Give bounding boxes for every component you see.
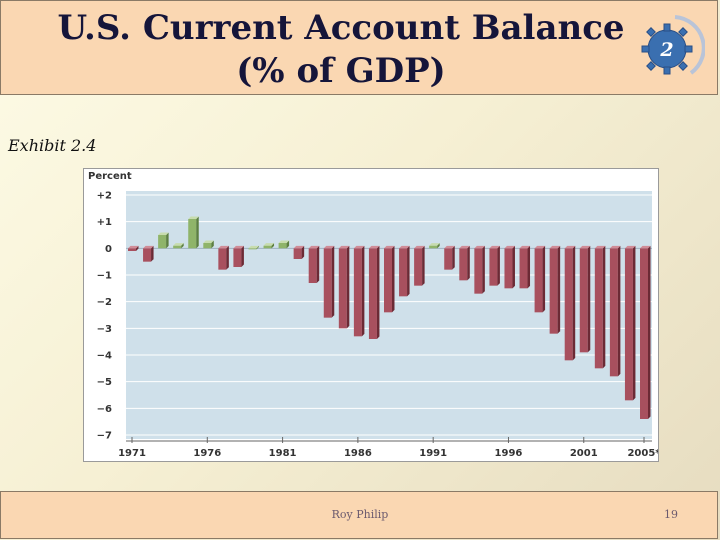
x-tick-label: 1991 [419, 448, 447, 459]
bar [218, 245, 229, 270]
bar [173, 243, 184, 249]
bar [233, 245, 244, 267]
bar [308, 245, 320, 283]
y-tick-label: −4 [97, 351, 112, 362]
y-tick-label: −7 [97, 431, 112, 442]
badge-number: 2 [659, 39, 673, 61]
bar [640, 245, 651, 419]
x-tick-label: 1981 [269, 448, 297, 459]
y-tick-label: −6 [97, 404, 112, 415]
bar [504, 245, 515, 289]
x-tick-label: 1986 [344, 448, 372, 459]
title-line-1: U.S. Current Account Balance [57, 8, 625, 48]
plot-area [126, 191, 652, 439]
bar [188, 216, 199, 249]
y-tick-label: +2 [97, 191, 112, 202]
bar [399, 245, 410, 297]
bar [489, 245, 500, 286]
bar [158, 232, 169, 249]
bar [459, 245, 470, 281]
bar [474, 245, 485, 294]
footer-bar: Roy Philip 19 [0, 491, 718, 539]
bar [278, 240, 290, 249]
bar [519, 245, 531, 289]
bar [594, 245, 606, 369]
bar [323, 245, 335, 318]
bar [203, 240, 214, 249]
chart-container: Percent +2 +1 0 −1 −2 −3 −4 −5 −6 −7 1971 1976 1981… [83, 168, 659, 462]
slide-title: U.S. Current Account Balance (% of GDP) [41, 7, 641, 93]
x-tick-label: 1996 [495, 448, 523, 459]
bar [564, 245, 576, 361]
bar [143, 245, 154, 262]
bar [368, 245, 380, 339]
bar [579, 245, 591, 353]
y-tick-label: 0 [105, 244, 112, 255]
y-tick-label: −1 [97, 271, 112, 282]
bar [624, 245, 636, 401]
bar [128, 245, 139, 251]
bar [248, 245, 259, 250]
bar [263, 243, 275, 249]
bar [429, 243, 440, 249]
x-tick-label: 2005* [627, 448, 658, 459]
y-tick-label: −5 [97, 377, 112, 388]
bar [338, 245, 350, 329]
exhibit-label: Exhibit 2.4 [8, 136, 97, 155]
x-tick-label: 1976 [193, 448, 221, 459]
current-account-chart: Percent +2 +1 0 −1 −2 −3 −4 −5 −6 −7 1971 1976 1981… [88, 171, 658, 459]
page-number: 19 [664, 508, 678, 521]
x-tick-label: 2001 [570, 448, 598, 459]
x-tick-label: 1971 [118, 448, 146, 459]
gear-badge-icon: 2 [641, 15, 705, 75]
title-bar: U.S. Current Account Balance (% of GDP) … [0, 0, 718, 95]
bar [444, 245, 455, 270]
footer-author: Roy Philip [331, 508, 389, 521]
bar [549, 245, 561, 334]
bar [534, 245, 546, 313]
y-tick-label: −2 [97, 297, 112, 308]
bar [353, 245, 365, 337]
bar [384, 245, 395, 313]
bar [293, 245, 305, 259]
y-tick-label: +1 [97, 217, 112, 228]
y-axis-label: Percent [88, 171, 132, 182]
bar [609, 245, 621, 377]
y-tick-label: −3 [97, 324, 112, 335]
title-line-2: (% of GDP) [236, 51, 446, 91]
bar [414, 245, 425, 286]
